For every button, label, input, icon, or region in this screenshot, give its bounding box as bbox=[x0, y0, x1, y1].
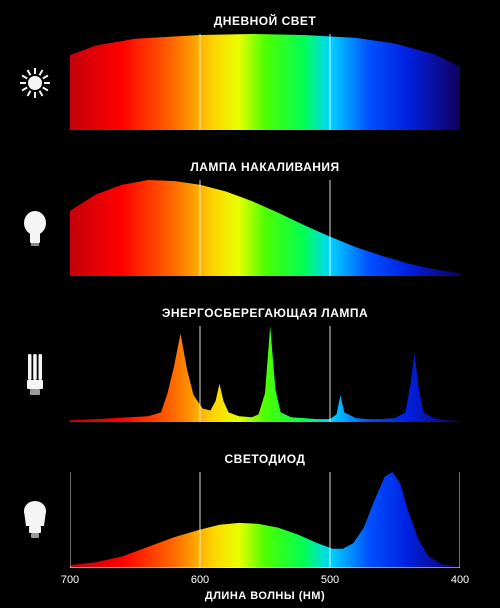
panel-icon-slot bbox=[0, 498, 70, 544]
cfl-icon bbox=[21, 352, 49, 398]
spectrum-chart bbox=[70, 472, 460, 568]
panel-incandescent: ЛАМПА НАКАЛИВАНИЯ bbox=[0, 160, 500, 278]
sun-icon bbox=[19, 67, 51, 99]
panel-title: ЛАМПА НАКАЛИВАНИЯ bbox=[70, 160, 460, 174]
panel-icon-slot bbox=[0, 352, 70, 398]
panel-title: ЭНЕРГОСБЕРЕГАЮЩАЯ ЛАМПА bbox=[70, 306, 460, 320]
led-icon bbox=[21, 500, 49, 542]
panel-icon-slot bbox=[0, 60, 70, 106]
panel-cfl: ЭНЕРГОСБЕРЕГАЮЩАЯ ЛАМПА bbox=[0, 306, 500, 424]
panel-title: СВЕТОДИОД bbox=[70, 452, 460, 466]
axis-tick: 600 bbox=[191, 574, 209, 586]
spectrum-chart bbox=[70, 326, 460, 422]
panel-title: ДНЕВНОЙ СВЕТ bbox=[70, 14, 460, 28]
axis-tick: 400 bbox=[451, 574, 469, 586]
panel-daylight: ДНЕВНОЙ СВЕТ bbox=[0, 14, 500, 132]
spectrum-chart bbox=[70, 180, 460, 276]
bulb-icon bbox=[21, 209, 49, 249]
spectrum-chart bbox=[70, 34, 460, 130]
axis-tick: 700 bbox=[61, 574, 79, 586]
axis-tick: 500 bbox=[321, 574, 339, 586]
panel-icon-slot bbox=[0, 206, 70, 252]
axis-label: ДЛИНА ВОЛНЫ (НМ) bbox=[70, 590, 460, 602]
panel-led: СВЕТОДИОД 700 600 500 400 ДЛИНА ВОЛНЫ (НМ) bbox=[0, 452, 500, 608]
